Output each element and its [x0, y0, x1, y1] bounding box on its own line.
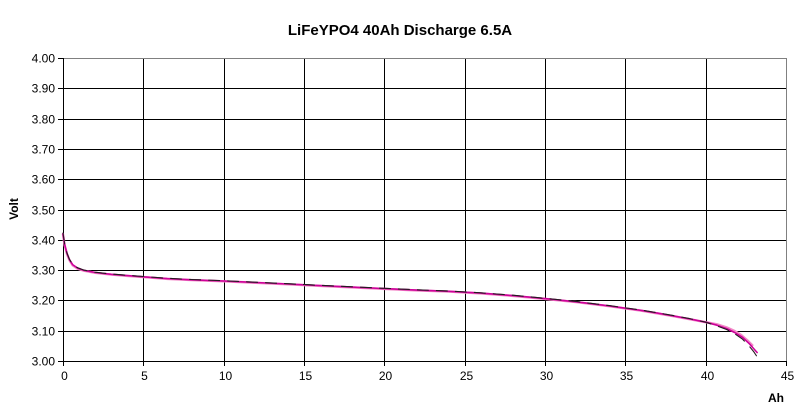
x-tick-label: 30 [540, 369, 554, 383]
x-tick-label: 0 [61, 369, 68, 383]
x-tick-label: 10 [219, 369, 233, 383]
series-line-series-2 [62, 232, 758, 354]
y-tick-label: 3.50 [32, 204, 56, 218]
y-tick-label: 3.00 [32, 355, 56, 369]
y-tick-label: 3.40 [32, 234, 56, 248]
y-tick-label: 3.80 [32, 113, 56, 127]
x-axis-title: Ah [768, 391, 784, 405]
x-tick-label: 45 [781, 369, 795, 383]
y-axis-title: Volt [7, 198, 21, 220]
y-tick-label: 3.30 [32, 264, 56, 278]
x-tick-label: 15 [299, 369, 313, 383]
chart-title: LiFeYPO4 40Ah Discharge 6.5A [287, 22, 513, 39]
x-tick-label: 40 [701, 369, 715, 383]
x-tick-label: 25 [460, 369, 474, 383]
y-tick-label: 3.90 [32, 82, 56, 96]
x-tick-label: 20 [379, 369, 393, 383]
x-tick-label: 35 [620, 369, 634, 383]
y-tick-label: 3.10 [32, 325, 56, 339]
y-tick-label: 4.00 [32, 52, 56, 66]
y-tick-label: 3.70 [32, 143, 56, 157]
y-tick-label: 3.20 [32, 294, 56, 308]
y-tick-label: 3.60 [32, 173, 56, 187]
series-line-series-3 [62, 232, 761, 362]
x-tick-label: 5 [141, 369, 148, 383]
